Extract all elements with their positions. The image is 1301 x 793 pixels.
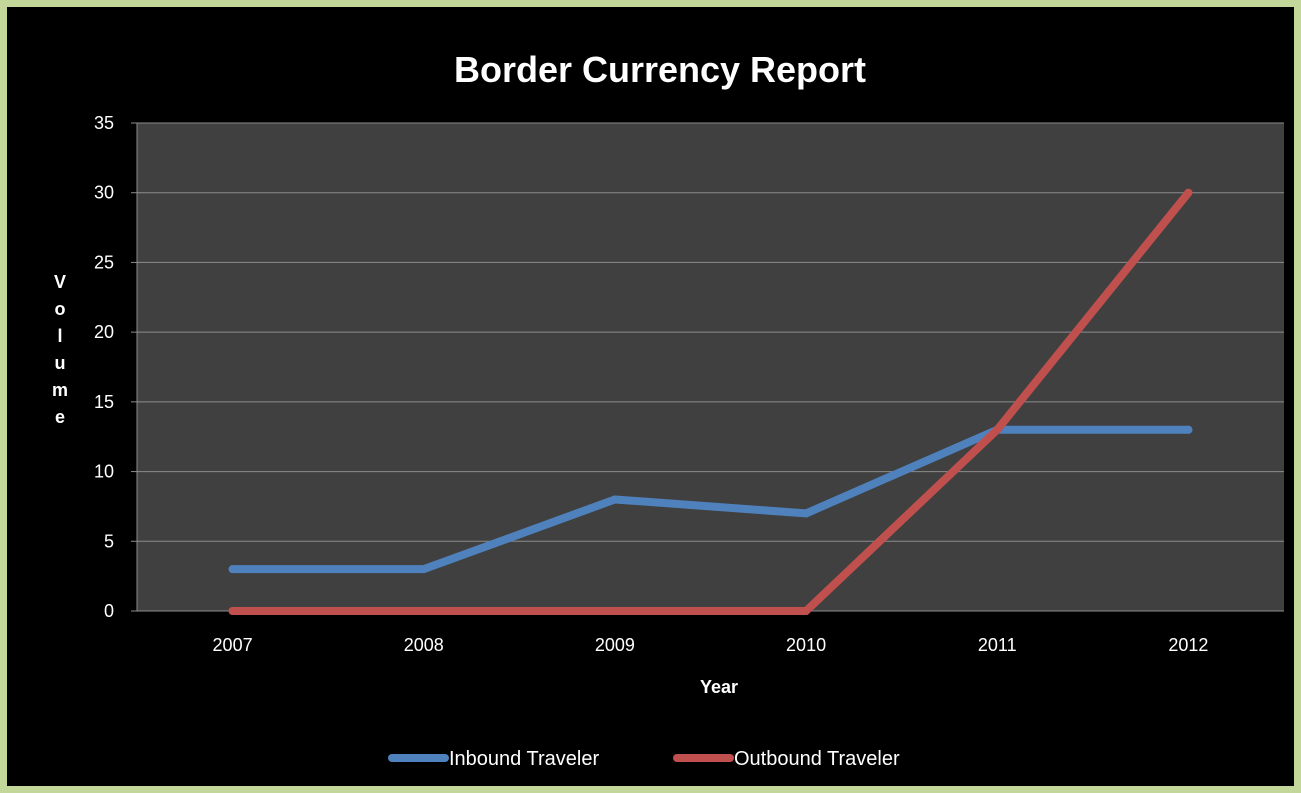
legend: Inbound Traveler Outbound Traveler bbox=[388, 748, 900, 770]
series-line-0 bbox=[228, 425, 1193, 574]
y-axis-title-letter: u bbox=[55, 353, 66, 373]
series-point-1-1 bbox=[419, 607, 428, 615]
y-axis-ticks: 0 5 10 15 20 25 30 35 bbox=[94, 113, 114, 621]
series-point-0-3 bbox=[802, 509, 811, 518]
series-point-1-5 bbox=[1184, 188, 1193, 197]
x-axis-ticks: 2007 2008 2009 2010 2011 2012 bbox=[213, 635, 1209, 655]
x-tick-label-2011: 2011 bbox=[978, 635, 1017, 655]
y-tick-label-10: 10 bbox=[94, 462, 114, 482]
y-tick-label-0: 0 bbox=[104, 601, 114, 621]
series-point-1-4 bbox=[993, 425, 1002, 434]
series-point-0-5 bbox=[1184, 425, 1193, 434]
x-axis-title: Year bbox=[700, 677, 738, 697]
x-tick-label-2012: 2012 bbox=[1168, 635, 1208, 655]
chart-title: Border Currency Report bbox=[454, 49, 866, 90]
y-tick-label-35: 35 bbox=[94, 113, 114, 133]
x-tick-label-2008: 2008 bbox=[404, 635, 444, 655]
y-axis-title-letter: e bbox=[55, 407, 65, 427]
y-axis-title-letter: m bbox=[52, 380, 68, 400]
legend-label-0: Inbound Traveler bbox=[449, 748, 599, 770]
x-tick-label-2007: 2007 bbox=[213, 635, 253, 655]
plot-area bbox=[137, 123, 1284, 611]
y-axis-title-letter: o bbox=[55, 299, 66, 319]
chart-frame: Border Currency Report 0 5 10 15 20 25 30 35 20… bbox=[7, 7, 1294, 786]
series-point-1-0 bbox=[228, 607, 237, 615]
y-tick-label-25: 25 bbox=[94, 252, 114, 272]
x-tick-label-2010: 2010 bbox=[786, 635, 826, 655]
y-axis-title-letter: V bbox=[54, 272, 66, 292]
y-tick-label-5: 5 bbox=[104, 531, 114, 551]
y-tick-label-20: 20 bbox=[94, 322, 114, 342]
y-tick-label-30: 30 bbox=[94, 183, 114, 203]
series-point-1-3 bbox=[802, 607, 811, 615]
legend-label-1: Outbound Traveler bbox=[734, 748, 900, 770]
line-chart: Border Currency Report 0 5 10 15 20 25 30 35 20… bbox=[52, 49, 1284, 770]
series-line-1 bbox=[228, 188, 1193, 615]
series-point-0-0 bbox=[228, 565, 237, 574]
series-point-0-2 bbox=[610, 495, 619, 504]
series-lines bbox=[228, 188, 1193, 615]
y-tick-label-15: 15 bbox=[94, 392, 114, 412]
series-point-0-1 bbox=[419, 565, 428, 574]
y-axis-title-letter: l bbox=[57, 326, 62, 346]
series-point-1-2 bbox=[610, 607, 619, 615]
x-tick-label-2009: 2009 bbox=[595, 635, 635, 655]
